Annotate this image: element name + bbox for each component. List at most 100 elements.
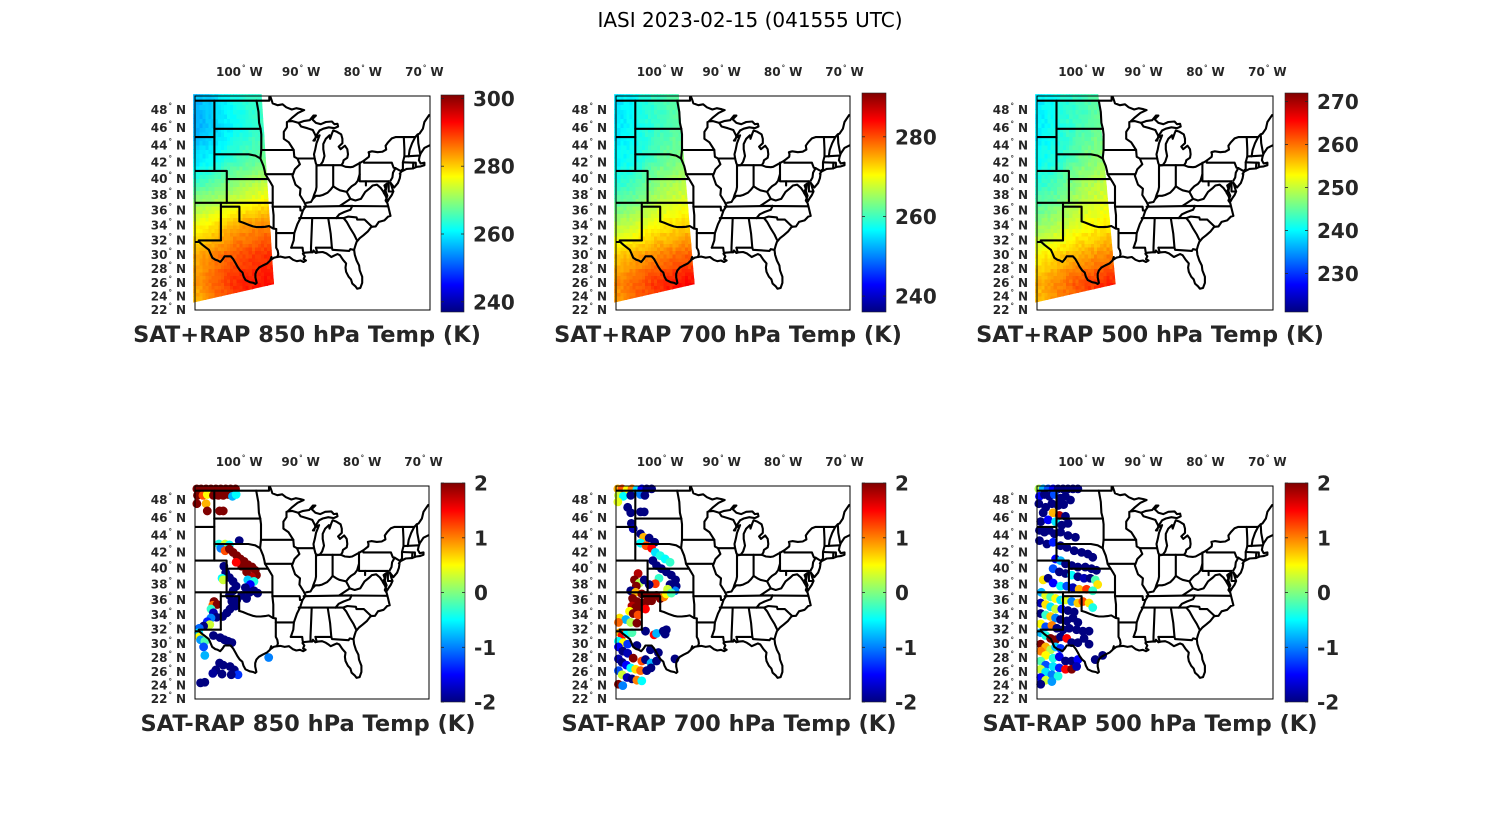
- heat-cell: [635, 149, 640, 155]
- heat-cell: [1059, 127, 1064, 133]
- y-tick-value: 40: [151, 172, 168, 186]
- heat-cell: [1056, 221, 1061, 226]
- heat-cell: [623, 254, 628, 259]
- heat-cell: [666, 254, 671, 259]
- heat-cell: [626, 198, 631, 203]
- heat-cell: [227, 232, 231, 237]
- heat-cell: [227, 275, 231, 280]
- heat-cell: [1097, 149, 1101, 155]
- heat-cell: [199, 292, 203, 297]
- heat-cell: [638, 285, 643, 290]
- heat-cell: [1093, 250, 1098, 255]
- y-tick-label: 38° N: [151, 187, 186, 202]
- heat-cell: [211, 178, 216, 183]
- heat-cell: [669, 166, 674, 171]
- heat-cell: [242, 224, 247, 230]
- heat-cell: [1078, 140, 1083, 146]
- heat-cell: [264, 254, 268, 259]
- heat-cell: [239, 140, 244, 146]
- heat-cell: [1100, 205, 1104, 211]
- heat-cell: [214, 221, 219, 226]
- heat-cell: [196, 282, 200, 287]
- heat-cell: [254, 157, 259, 163]
- heat-cell: [257, 217, 262, 222]
- heat-cell: [196, 94, 200, 96]
- heat-cell: [647, 170, 652, 175]
- heat-cell: [245, 261, 250, 266]
- heat-cell: [1047, 239, 1052, 244]
- heat-cell: [1041, 140, 1046, 146]
- heat-cell: [1097, 157, 1101, 163]
- heat-cell: [657, 221, 661, 226]
- heat-cell: [632, 198, 637, 203]
- heat-cell: [666, 94, 671, 96]
- heat-cell: [638, 282, 643, 287]
- heat-cell: [651, 224, 655, 230]
- heat-cell: [1041, 122, 1046, 128]
- heat-cell: [199, 213, 203, 218]
- state-border: [676, 99, 684, 152]
- heat-cell: [257, 257, 262, 262]
- heat-cell: [623, 250, 628, 255]
- heat-cell: [1038, 236, 1042, 241]
- heat-cell: [223, 271, 228, 276]
- heat-cell: [1106, 268, 1111, 273]
- state-border: [282, 510, 307, 638]
- heat-cell: [623, 140, 628, 146]
- heat-cell: [654, 95, 658, 101]
- heat-cell: [647, 209, 652, 215]
- heat-cell: [196, 153, 200, 159]
- heat-cell: [233, 190, 237, 195]
- heat-cell: [629, 104, 634, 110]
- heat-cell: [264, 257, 268, 262]
- heat-cell: [681, 198, 686, 203]
- heat-cell: [1093, 178, 1098, 183]
- heat-cell: [254, 127, 259, 133]
- y-tick-value: 30: [151, 637, 168, 651]
- y-tick-label: 30° N: [151, 636, 186, 651]
- heat-cell: [233, 282, 237, 287]
- heat-cell: [629, 282, 634, 287]
- heat-cell: [1050, 153, 1055, 159]
- heat-cell: [626, 194, 631, 199]
- heat-cell: [1059, 109, 1064, 115]
- heat-cell: [1090, 264, 1095, 269]
- heat-cell: [248, 174, 253, 179]
- heat-cell: [1072, 261, 1077, 266]
- heat-cell: [1084, 278, 1089, 283]
- state-border: [723, 204, 774, 208]
- heat-cell: [196, 224, 200, 230]
- heat-cell: [678, 198, 683, 203]
- heat-cell: [647, 149, 652, 155]
- heat-cell: [666, 122, 671, 128]
- heat-cell: [1078, 257, 1083, 262]
- heat-cell: [1078, 261, 1083, 266]
- heat-cell: [1050, 209, 1055, 215]
- map-axes-frame: [615, 95, 851, 311]
- heat-cell: [1084, 224, 1089, 230]
- heat-cell: [669, 157, 674, 163]
- heat-cell: [678, 209, 683, 215]
- heat-cell: [1078, 166, 1083, 171]
- heat-cell: [1053, 186, 1058, 191]
- heat-cell: [239, 205, 244, 211]
- heat-cell: [251, 182, 256, 187]
- heat-cell: [1063, 209, 1067, 215]
- heat-cell: [651, 127, 655, 133]
- heat-cell: [245, 264, 250, 269]
- state-border: [400, 136, 406, 172]
- heat-cell: [660, 149, 664, 155]
- state-border: [1037, 169, 1070, 204]
- heat-cell: [623, 109, 628, 115]
- degree-symbol: °: [168, 203, 172, 211]
- heat-cell: [196, 170, 200, 175]
- state-border: [735, 246, 739, 254]
- heat-cell: [1097, 190, 1101, 195]
- heat-cell: [672, 205, 677, 211]
- heat-cell: [1084, 118, 1089, 124]
- heat-cell: [196, 186, 200, 191]
- heat-cell: [196, 209, 200, 215]
- heat-cell: [617, 127, 621, 133]
- degree-symbol: °: [168, 155, 172, 163]
- heat-cell: [251, 268, 256, 273]
